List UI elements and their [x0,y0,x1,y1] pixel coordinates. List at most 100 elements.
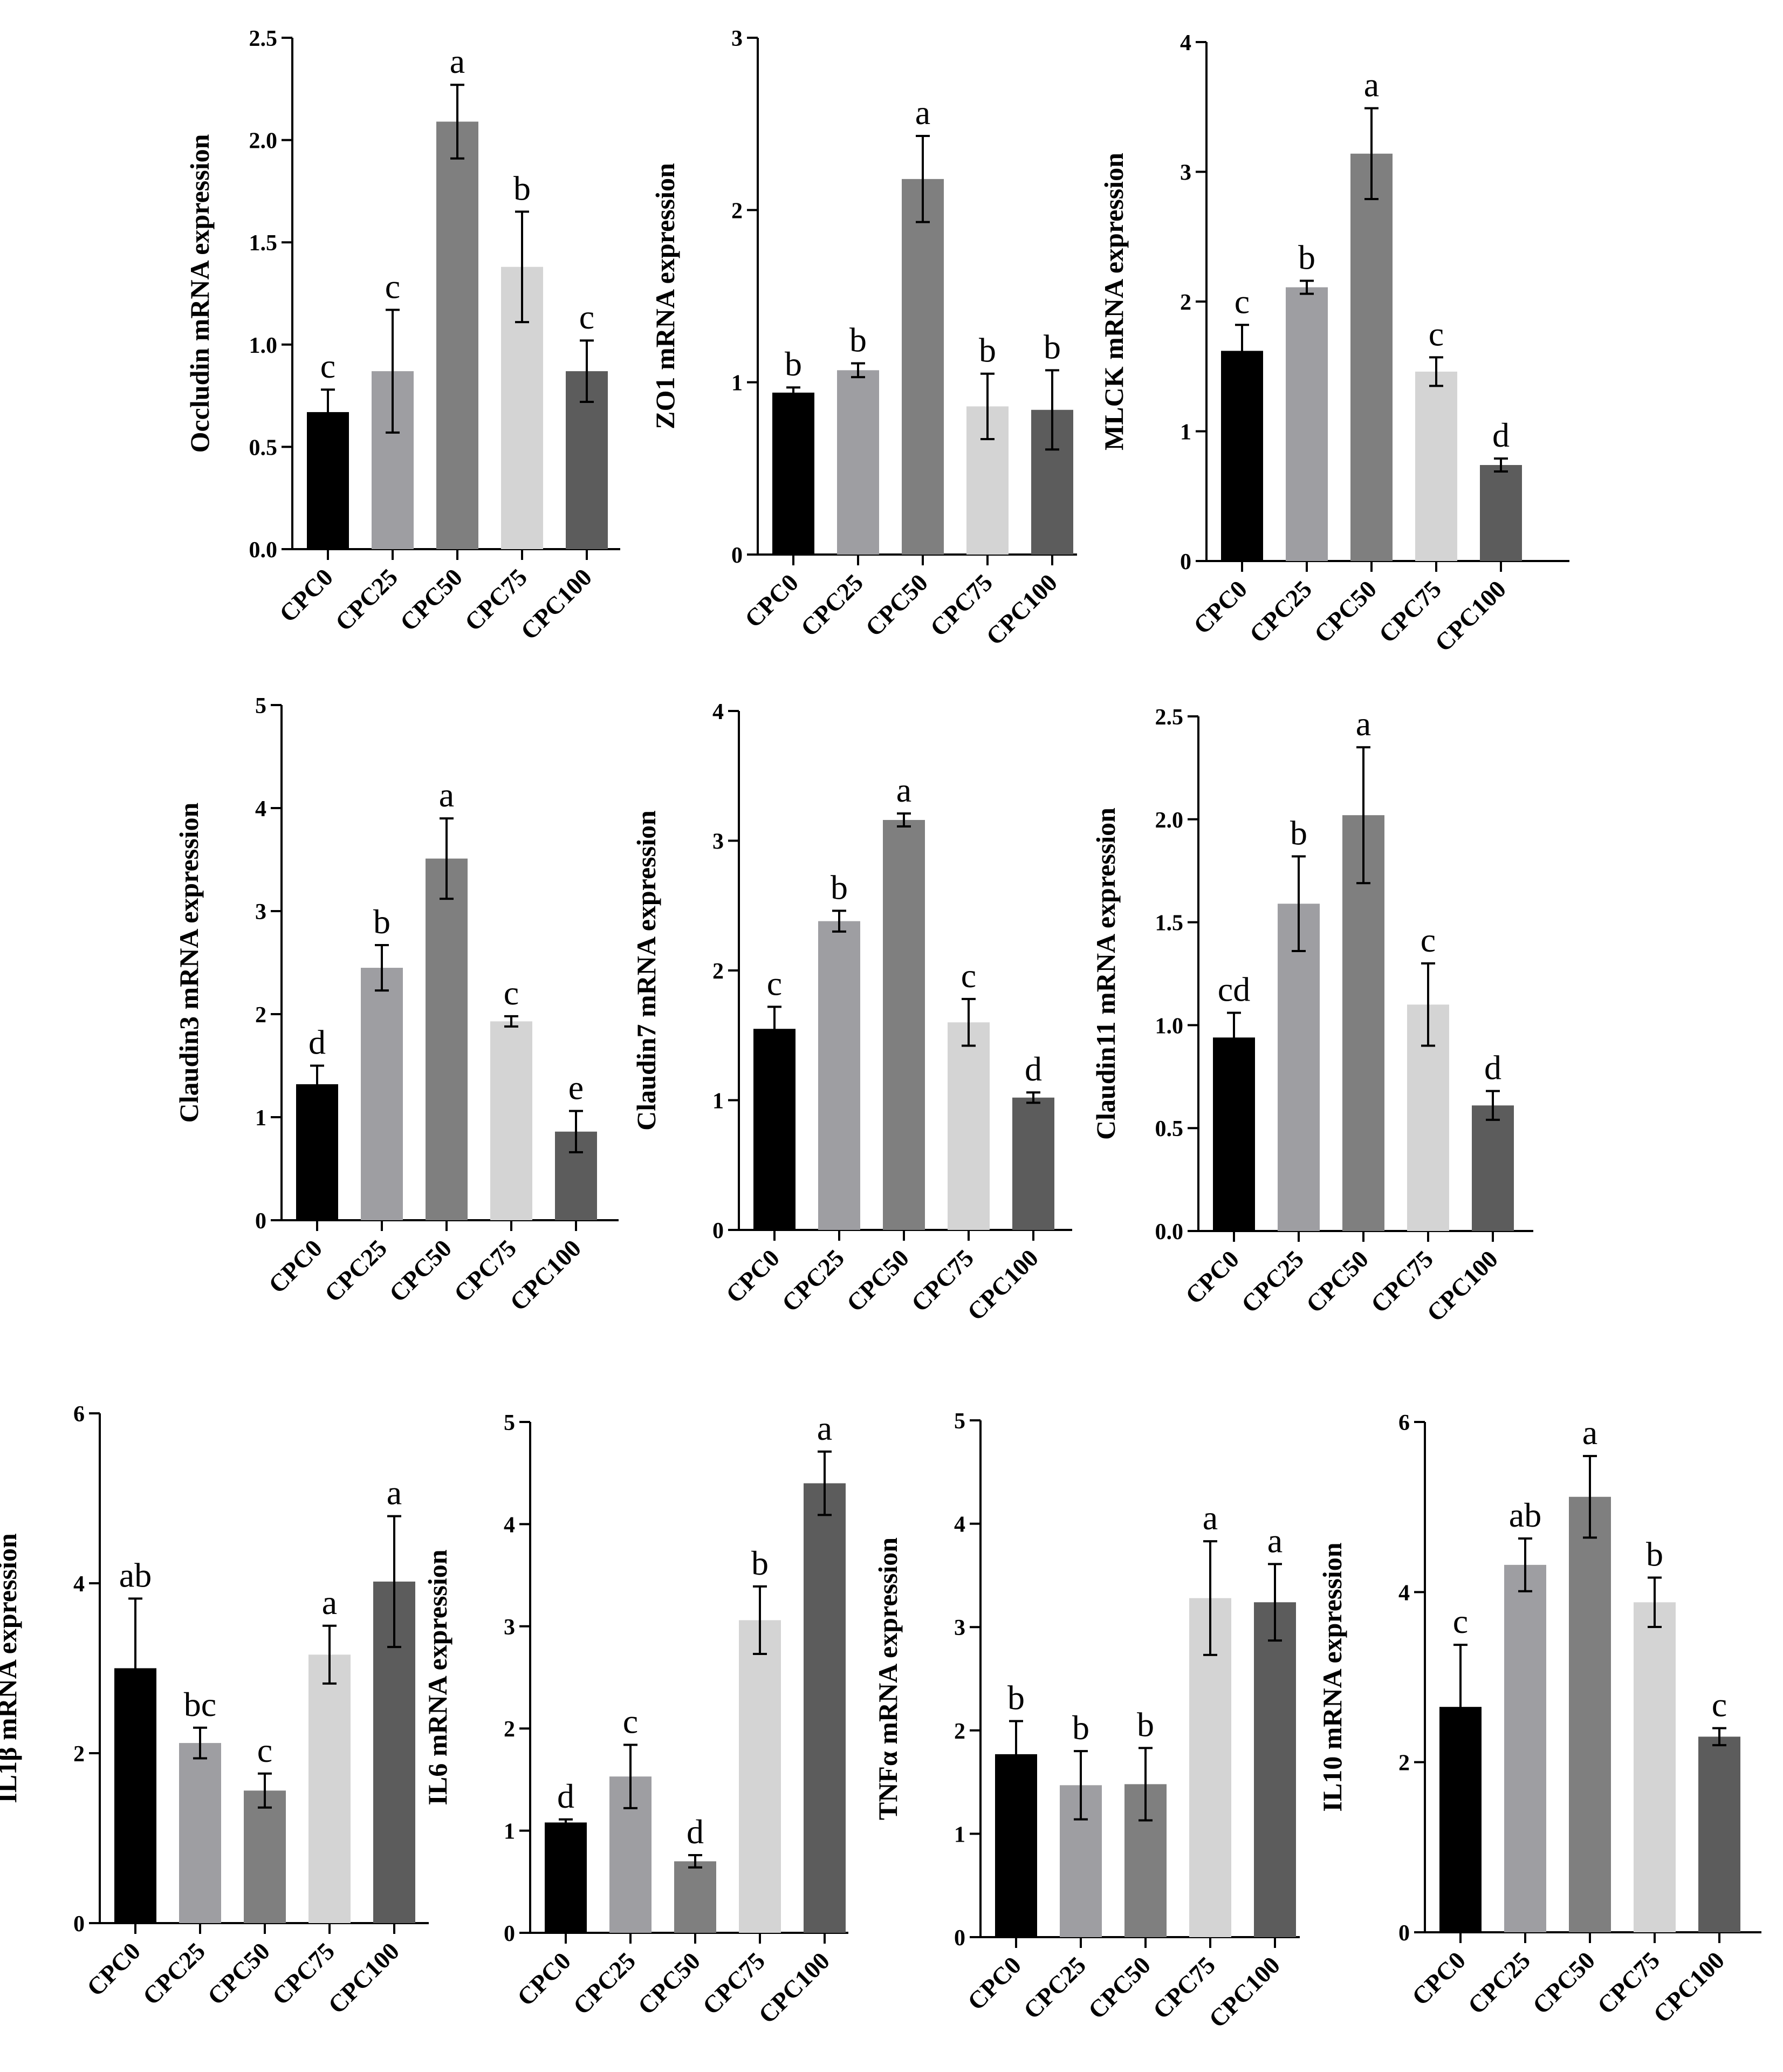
significance-letter: a [1356,705,1371,743]
category-label: CPC100 [323,1937,404,2019]
bar-cpc0 [772,392,814,555]
y-tick-label: 2.5 [1155,705,1184,730]
y-tick-label: 4 [255,797,266,822]
category-label: CPC50 [633,1947,705,2020]
chart-panel-6: 0.0 0.5 1.0 1.5 2.0 2.5 Claudin11 mRNA express… [1091,705,1533,1327]
bar-cpc50 [1342,815,1384,1231]
y-tick-label: 0 [712,1219,724,1243]
bar-cpc75 [1415,371,1457,561]
chart-panel-7: 0 2 4 6 IL1β mRNA expression ab CPC0 bc CPC25 c CP… [0,1402,429,2019]
category-label: CPC100 [1421,1245,1503,1327]
significance-letter: cd [1218,970,1250,1009]
y-axis-title: IL1β mRNA expression [0,1533,22,1803]
bar-cpc100 [1254,1602,1296,1937]
y-tick-label: 1.0 [1155,1014,1184,1038]
category-label: CPC50 [1083,1951,1156,2024]
y-axis-title: MLCK mRNA expression [1099,153,1129,450]
y-tick-label: 0.0 [1155,1220,1184,1244]
bar-cpc50 [883,820,925,1230]
chart-panel-4: 0 1 2 3 4 5 Claudin3 mRNA expression d CPC0 b CPC2… [174,694,619,1316]
bar-cpc25 [179,1743,221,1923]
bar-cpc0 [296,1084,338,1220]
bar-cpc50 [436,121,478,550]
significance-letter: b [1044,327,1061,366]
y-tick-label: 3 [712,830,724,854]
y-axis-title: ZO1 mRNA expression [650,163,680,429]
bar-cpc75 [1634,1602,1676,1932]
significance-letter: d [1492,416,1510,454]
category-label: CPC0 [274,563,338,627]
y-axis-title: Occludin mRNA expression [184,134,215,453]
category-label: CPC25 [568,1947,641,2020]
y-tick-label: 1 [504,1820,515,1844]
y-axis-title: Claudin3 mRNA expression [174,803,204,1123]
y-tick-label: 3 [1180,161,1191,186]
y-axis-title: Claudin7 mRNA expression [631,810,661,1131]
y-tick-label: 5 [255,694,266,719]
significance-letter: d [557,1777,574,1815]
significance-letter: a [896,771,911,809]
category-label: CPC0 [721,1244,785,1308]
significance-letter: a [1203,1499,1218,1537]
bar-cpc50 [244,1790,286,1923]
y-tick-label: 0 [255,1209,266,1234]
significance-letter: b [1646,1535,1663,1574]
y-tick-label: 1 [954,1822,965,1847]
category-label: CPC50 [202,1937,275,2010]
significance-letter: c [1235,282,1250,320]
y-tick-label: 1 [1180,420,1191,445]
y-tick-label: 0.5 [1155,1117,1184,1141]
bar-cpc50 [674,1861,716,1933]
y-axis-title: TNFα mRNA expression [873,1537,903,1820]
bar-cpc75 [490,1021,532,1220]
category-label: CPC0 [1407,1946,1471,2011]
category-label: CPC0 [263,1234,327,1298]
significance-letter: b [513,169,531,207]
y-tick-label: 4 [1398,1581,1410,1605]
bar-cpc100 [1012,1097,1054,1230]
y-tick-label: 3 [504,1615,515,1640]
bar-cpc0 [753,1029,796,1230]
category-label: CPC25 [1463,1946,1535,2019]
category-label: CPC100 [980,569,1062,651]
significance-letter: a [1267,1521,1283,1560]
y-tick-label: 1.5 [249,231,278,256]
significance-letter: a [387,1474,402,1512]
chart-panel-8: 0 1 2 3 4 5 IL6 mRNA expression d CPC0 c CPC25 d CPC… [422,1409,848,2029]
y-tick-label: 2 [1398,1751,1410,1776]
chart-panel-1: 0.0 0.5 1.0 1.5 2.0 2.5 Occludin mRNA expressi… [184,26,620,645]
bar-cpc0 [545,1822,587,1933]
significance-letter: d [308,1023,326,1062]
significance-letter: a [1364,66,1379,104]
chart-panel-3: 0 1 2 3 4 MLCK mRNA expression c CPC0 b CPC25 a CPC… [1099,31,1569,657]
category-label: CPC0 [1180,1245,1244,1309]
y-tick-label: 2 [731,199,743,223]
bar-cpc75 [739,1620,781,1933]
significance-letter: e [568,1069,584,1107]
significance-letter: c [320,347,335,385]
y-tick-label: 1.0 [249,333,278,358]
y-tick-label: 3 [954,1616,965,1640]
significance-letter: a [817,1409,832,1447]
bar-cpc50 [1350,153,1393,562]
chart-panel-9: 0 1 2 3 4 5 TNFα mRNA expression b CPC0 b CPC25 b CP… [873,1409,1300,2033]
category-label: CPC50 [1309,575,1382,648]
significance-letter: a [439,776,454,814]
y-tick-label: 1.5 [1155,911,1184,936]
y-tick-label: 0 [73,1912,85,1937]
significance-letter: c [767,964,782,1002]
y-tick-label: 4 [504,1513,515,1537]
bar-cpc100 [1698,1736,1740,1932]
category-label: CPC25 [1244,575,1317,648]
significance-letter: c [1712,1686,1727,1724]
bar-cpc75 [948,1022,990,1230]
bar-cpc0 [1221,351,1263,561]
significance-letter: c [579,298,594,336]
y-tick-label: 4 [712,700,724,724]
bar-cpc50 [426,858,468,1220]
significance-letter: c [504,974,519,1012]
bar-cpc75 [308,1654,351,1923]
category-label: CPC100 [1429,575,1511,657]
y-tick-label: 1 [255,1106,266,1131]
